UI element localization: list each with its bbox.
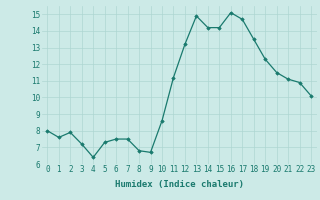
X-axis label: Humidex (Indice chaleur): Humidex (Indice chaleur) <box>115 180 244 189</box>
